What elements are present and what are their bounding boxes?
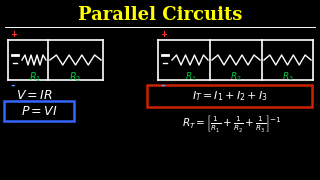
Text: $V = IR$: $V = IR$ [16, 89, 53, 102]
Text: $R_T = \left[\frac{1}{R_1}+\frac{1}{R_2}+\frac{1}{R_3}\right]^{-1}$: $R_T = \left[\frac{1}{R_1}+\frac{1}{R_2}… [182, 112, 282, 134]
Text: $R_2$: $R_2$ [230, 70, 242, 82]
Text: $R_1$: $R_1$ [185, 70, 197, 82]
Text: $R_3$: $R_3$ [282, 70, 293, 82]
Text: Parallel Circuits: Parallel Circuits [78, 6, 242, 24]
Text: +: + [160, 30, 167, 39]
Text: $P = VI$: $P = VI$ [20, 105, 57, 118]
Text: -: - [10, 81, 15, 91]
Text: +: + [10, 30, 17, 39]
Text: $I_T = I_1 + I_2+I_3$: $I_T = I_1 + I_2+I_3$ [192, 89, 268, 103]
Text: $R_2$: $R_2$ [69, 70, 82, 84]
Text: $R_1$: $R_1$ [29, 70, 41, 84]
Text: -: - [160, 81, 164, 91]
